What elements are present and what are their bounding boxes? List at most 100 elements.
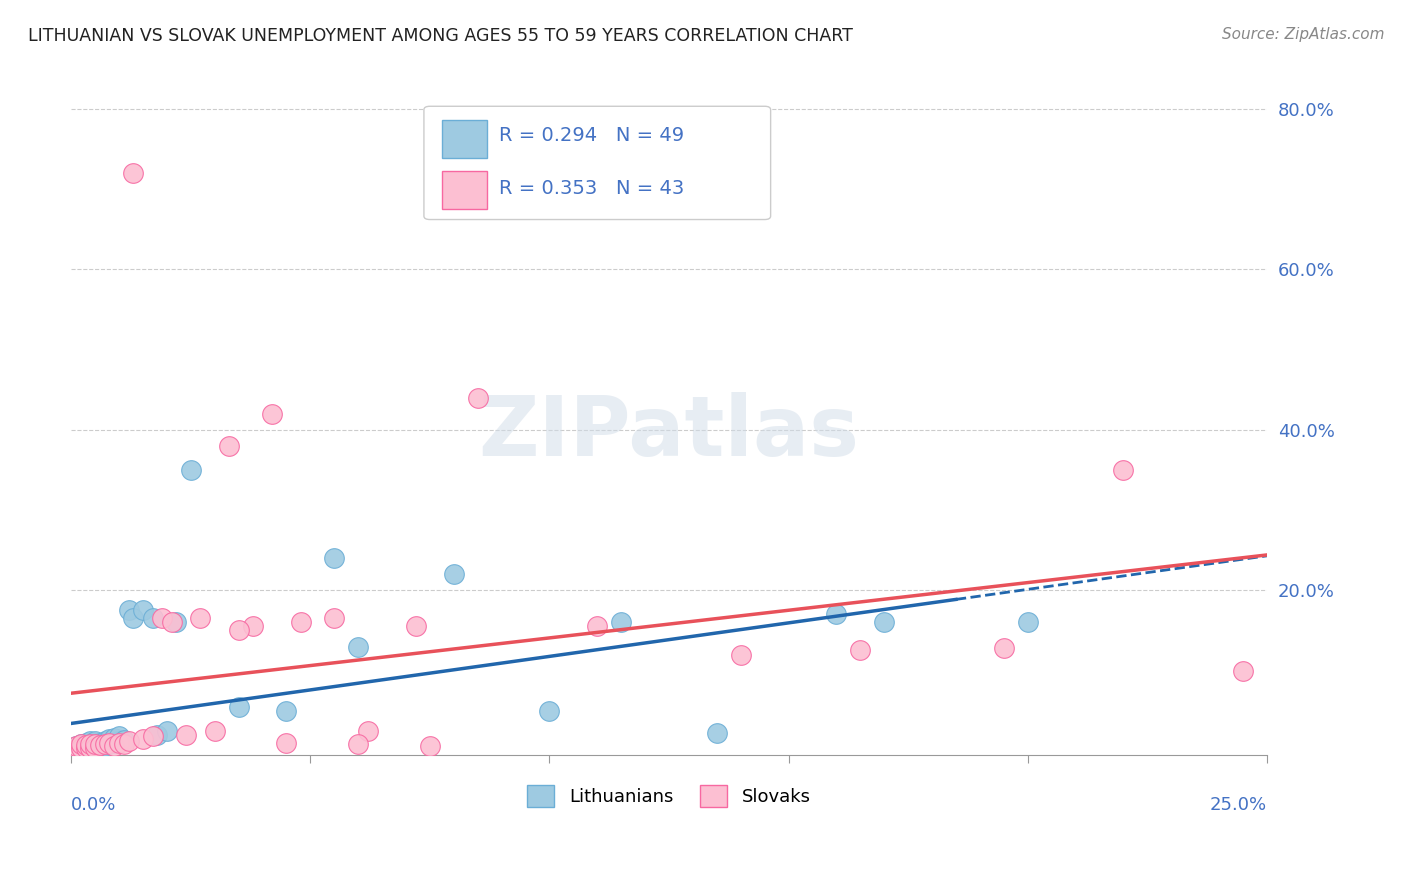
- Point: [79, 740, 101, 755]
- Point: [122, 166, 145, 180]
- Point: [65, 742, 87, 756]
- Point: [103, 736, 125, 750]
- Point: [65, 739, 87, 753]
- Point: [75, 742, 97, 756]
- Point: [538, 704, 561, 718]
- Point: [84, 740, 107, 755]
- Point: [165, 615, 187, 630]
- Point: [204, 723, 226, 738]
- Point: [75, 736, 97, 750]
- Point: [93, 739, 115, 753]
- Point: [117, 734, 139, 748]
- Point: [347, 738, 370, 752]
- Point: [150, 611, 173, 625]
- Point: [79, 742, 101, 756]
- Point: [347, 640, 370, 654]
- Point: [849, 642, 872, 657]
- Point: [69, 738, 91, 752]
- Text: R = 0.294   N = 49: R = 0.294 N = 49: [499, 127, 685, 145]
- Point: [89, 739, 111, 753]
- Point: [98, 736, 121, 750]
- Point: [93, 738, 115, 752]
- Point: [65, 739, 87, 753]
- Point: [84, 741, 107, 756]
- Point: [79, 734, 101, 748]
- Point: [242, 619, 264, 633]
- Point: [610, 615, 633, 630]
- Text: ZIPatlas: ZIPatlas: [478, 392, 859, 473]
- Point: [1112, 463, 1135, 477]
- Point: [89, 739, 111, 753]
- Point: [84, 738, 107, 752]
- Text: 25.0%: 25.0%: [1209, 796, 1267, 814]
- Point: [69, 742, 91, 756]
- Point: [69, 738, 91, 752]
- Point: [276, 704, 298, 718]
- Point: [79, 738, 101, 752]
- Point: [467, 391, 489, 405]
- Point: [108, 736, 131, 750]
- Point: [65, 742, 87, 756]
- Point: [75, 740, 97, 755]
- Point: [825, 607, 848, 622]
- Point: [160, 615, 183, 630]
- Point: [357, 723, 380, 738]
- Point: [141, 730, 163, 744]
- Point: [174, 728, 197, 742]
- Point: [79, 739, 101, 754]
- Text: R = 0.353   N = 43: R = 0.353 N = 43: [499, 179, 685, 198]
- Point: [98, 731, 121, 746]
- Point: [79, 738, 101, 752]
- Point: [262, 407, 284, 421]
- Point: [93, 734, 115, 748]
- Point: [84, 734, 107, 748]
- Point: [108, 734, 131, 748]
- Point: [98, 738, 121, 752]
- Point: [323, 551, 346, 566]
- Point: [89, 740, 111, 755]
- Point: [75, 739, 97, 753]
- Point: [75, 741, 97, 756]
- Point: [84, 739, 107, 754]
- Point: [323, 611, 346, 625]
- Point: [190, 611, 212, 625]
- Point: [276, 736, 298, 750]
- Point: [65, 740, 87, 755]
- Point: [84, 737, 107, 751]
- Point: [69, 739, 91, 754]
- Point: [228, 624, 250, 638]
- Point: [443, 567, 465, 582]
- Point: [586, 619, 609, 633]
- Point: [1017, 615, 1039, 630]
- Legend: Lithuanians, Slovaks: Lithuanians, Slovaks: [520, 778, 818, 814]
- Text: 0.0%: 0.0%: [72, 796, 117, 814]
- Point: [405, 619, 427, 633]
- Point: [69, 741, 91, 756]
- Point: [89, 736, 111, 750]
- Point: [108, 730, 131, 744]
- Point: [75, 739, 97, 753]
- FancyBboxPatch shape: [441, 171, 488, 210]
- Point: [117, 603, 139, 617]
- Point: [141, 611, 163, 625]
- Point: [730, 648, 752, 662]
- Point: [146, 728, 169, 742]
- Point: [218, 439, 240, 453]
- Point: [156, 723, 179, 738]
- Point: [112, 732, 135, 747]
- Point: [103, 739, 125, 753]
- Text: LITHUANIAN VS SLOVAK UNEMPLOYMENT AMONG AGES 55 TO 59 YEARS CORRELATION CHART: LITHUANIAN VS SLOVAK UNEMPLOYMENT AMONG …: [28, 27, 853, 45]
- Point: [112, 738, 135, 752]
- Point: [1232, 664, 1254, 678]
- FancyBboxPatch shape: [425, 106, 770, 219]
- Point: [180, 463, 202, 477]
- Text: Source: ZipAtlas.com: Source: ZipAtlas.com: [1222, 27, 1385, 42]
- Point: [290, 615, 312, 630]
- Point: [228, 699, 250, 714]
- Point: [873, 615, 896, 630]
- Point: [419, 739, 441, 753]
- Point: [993, 641, 1015, 656]
- Point: [132, 603, 155, 617]
- Point: [706, 726, 728, 740]
- FancyBboxPatch shape: [441, 120, 488, 158]
